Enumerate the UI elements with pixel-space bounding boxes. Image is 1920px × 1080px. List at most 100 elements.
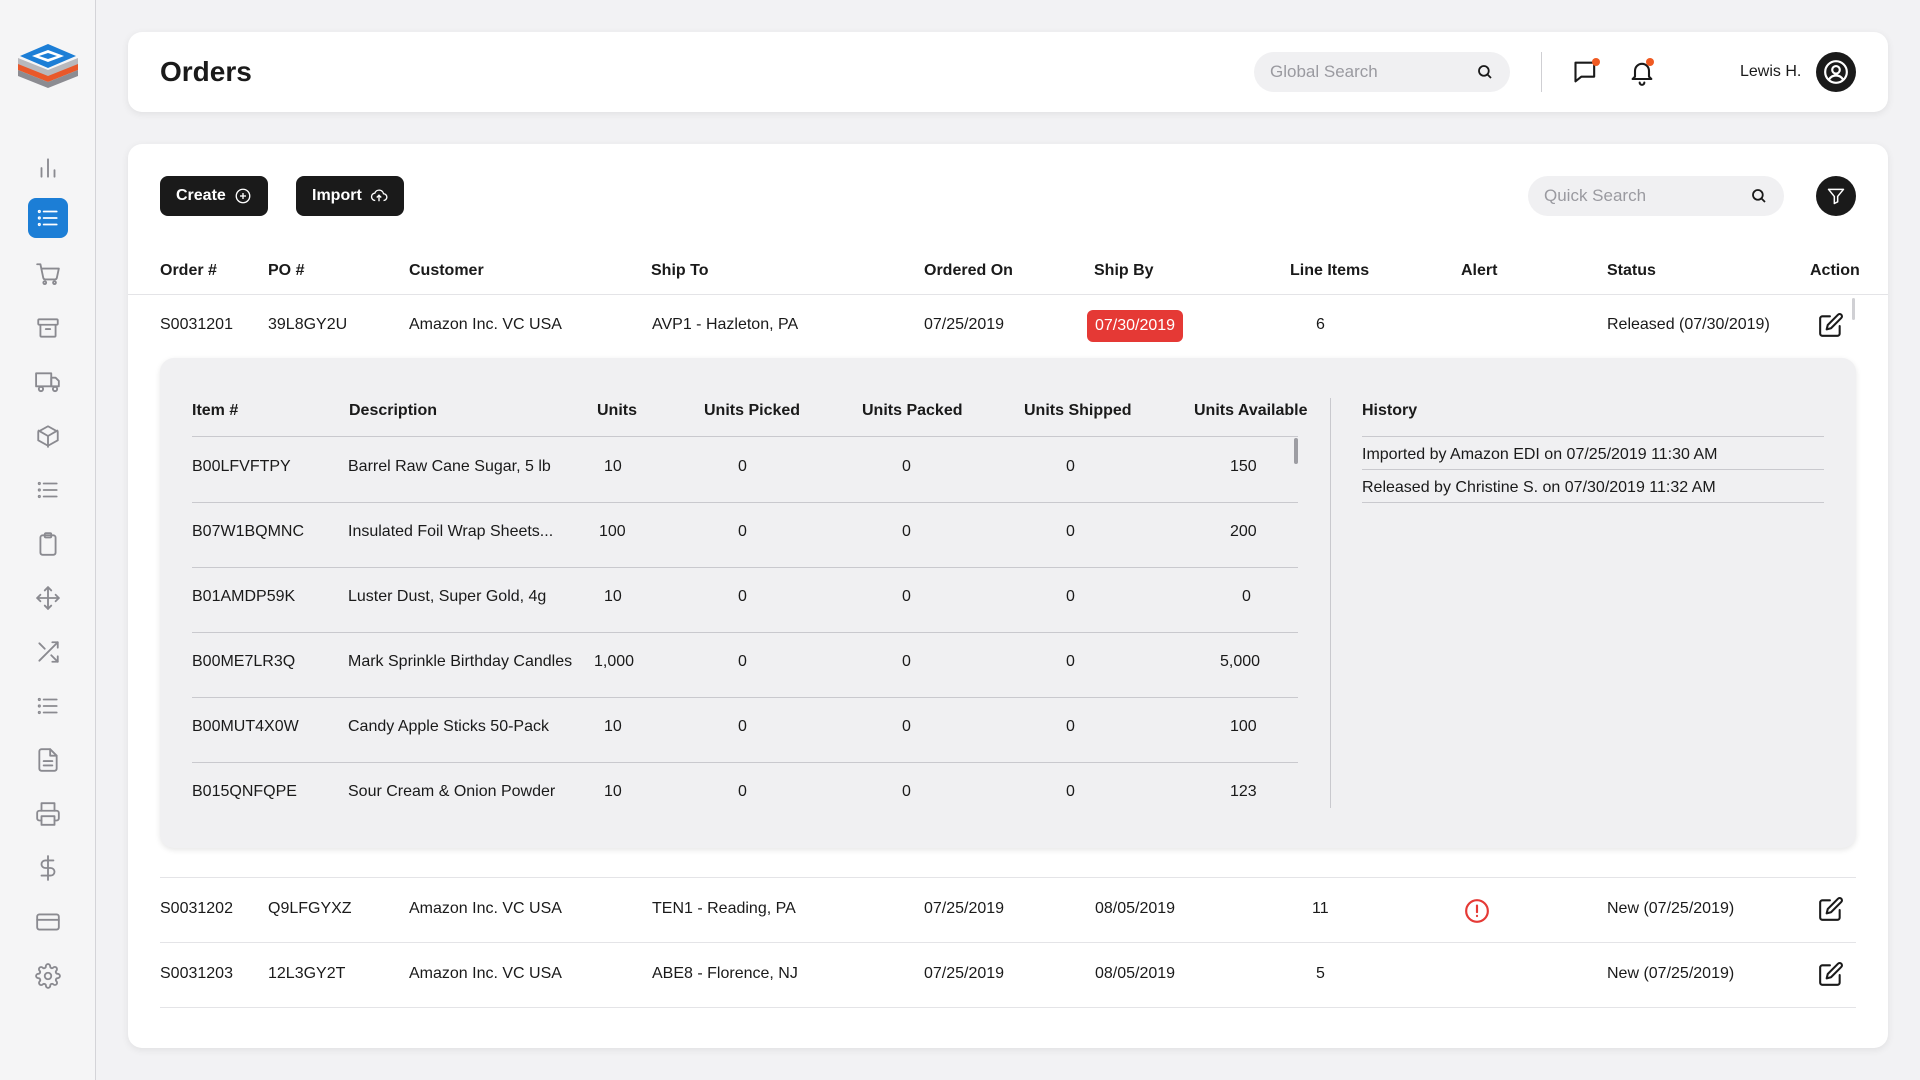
nav-settings[interactable] [28, 956, 68, 996]
nav-shipping[interactable] [28, 362, 68, 402]
nav-billing[interactable] [28, 848, 68, 888]
item-units-shipped: 0 [1066, 588, 1075, 605]
item-number: B00ME7LR3Q [192, 653, 296, 670]
item-number: B00LFVFTPY [192, 458, 291, 475]
nav-archive[interactable] [28, 308, 68, 348]
order-number[interactable]: S0031203 [160, 965, 233, 982]
row-divider [192, 632, 1298, 633]
app-logo[interactable] [14, 40, 82, 96]
messages-button[interactable] [1570, 56, 1602, 88]
nav-reports-list[interactable] [28, 686, 68, 726]
nav-purchasing[interactable] [28, 254, 68, 294]
col-header-po[interactable]: PO # [268, 262, 305, 279]
status-text: Released (07/30/2019) [1607, 316, 1770, 333]
col-header-line-items[interactable]: Line Items [1290, 262, 1370, 279]
notifications-button[interactable] [1626, 56, 1658, 88]
item-units-packed: 0 [902, 783, 911, 800]
edit-order-button[interactable] [1818, 961, 1846, 989]
list-icon [37, 481, 58, 499]
order-number[interactable]: S0031202 [160, 900, 233, 917]
ordered-on-date: 07/25/2019 [924, 900, 1005, 917]
row-divider [192, 762, 1298, 763]
avatar[interactable] [1816, 52, 1856, 92]
box-icon [37, 425, 59, 448]
bell-icon [1631, 62, 1653, 86]
user-name[interactable]: Lewis H. [1740, 63, 1802, 80]
row-divider [160, 877, 1856, 878]
filter-button[interactable] [1816, 176, 1856, 216]
create-button[interactable]: Create [160, 176, 268, 216]
col-header-ship-by[interactable]: Ship By [1094, 262, 1154, 279]
item-units-packed: 0 [902, 588, 911, 605]
edit-order-button[interactable] [1818, 312, 1846, 340]
search-icon[interactable] [1750, 187, 1768, 205]
row-divider [160, 1007, 1856, 1008]
item-units-packed: 0 [902, 718, 911, 735]
order-number[interactable]: S0031201 [160, 316, 233, 333]
item-description: Sour Cream & Onion Powder [348, 783, 556, 800]
nav-lists[interactable] [28, 470, 68, 510]
messages-notification-dot [1592, 58, 1600, 66]
nav-orders[interactable] [28, 198, 68, 238]
table-scrollbar[interactable] [1852, 298, 1855, 320]
detail-scrollbar[interactable] [1294, 438, 1298, 464]
top-header: Orders Lewis H. [128, 32, 1888, 112]
col-header-action: Action [1810, 262, 1860, 279]
chat-icon [1574, 61, 1596, 83]
item-description: Luster Dust, Super Gold, 4g [348, 588, 547, 605]
item-units-shipped: 0 [1066, 458, 1075, 475]
item-description: Insulated Foil Wrap Sheets... [348, 523, 554, 540]
line-items-count: 11 [1312, 900, 1329, 917]
col-header-customer[interactable]: Customer [409, 262, 484, 279]
ordered-on-date: 07/25/2019 [924, 965, 1005, 982]
sidebar [0, 0, 96, 1080]
alert-indicator[interactable] [1464, 898, 1490, 924]
po-number: 12L3GY2T [268, 965, 346, 982]
item-units-packed: 0 [902, 458, 911, 475]
history-divider [1362, 502, 1824, 503]
item-units-available: 150 [1230, 458, 1257, 475]
col-header-status[interactable]: Status [1607, 262, 1656, 279]
nav-transfers[interactable] [28, 632, 68, 672]
order-detail-panel: Item # Description Units Units Picked Un… [160, 358, 1856, 848]
edit-order-button[interactable] [1818, 896, 1846, 924]
nav-dashboard[interactable] [28, 148, 68, 188]
import-button[interactable]: Import [296, 176, 404, 216]
nav-documents[interactable] [28, 740, 68, 780]
import-button-label: Import [312, 187, 362, 204]
item-units-shipped: 0 [1066, 718, 1075, 735]
item-units-available: 0 [1242, 588, 1251, 605]
row-divider [192, 567, 1298, 568]
search-icon[interactable] [1476, 63, 1494, 81]
col-header-ordered-on[interactable]: Ordered On [924, 262, 1013, 279]
customer-name: Amazon Inc. VC USA [409, 900, 562, 917]
document-icon [38, 748, 58, 772]
ship-by-date: 08/05/2019 [1095, 900, 1176, 917]
item-units: 10 [604, 588, 622, 605]
nav-payments[interactable] [28, 902, 68, 942]
nav-moves[interactable] [28, 578, 68, 618]
row-divider [192, 502, 1298, 503]
quick-search-input[interactable] [1544, 186, 1750, 206]
col-header-alert[interactable]: Alert [1461, 262, 1498, 279]
cart-icon [36, 263, 60, 285]
nav-printing[interactable] [28, 794, 68, 834]
global-search-input[interactable] [1270, 62, 1476, 82]
ship-by-overdue-badge: 07/30/2019 [1087, 310, 1184, 342]
col-header-units-shipped: Units Shipped [1024, 402, 1132, 419]
orders-panel: Create Import Order # PO # Customer Ship… [128, 144, 1888, 1048]
item-number: B015QNFQPE [192, 783, 297, 800]
global-search[interactable] [1254, 52, 1510, 92]
filter-icon [1827, 188, 1845, 205]
move-icon [36, 586, 60, 610]
credit-card-icon [36, 913, 60, 931]
ship-to: AVP1 - Hazleton, PA [652, 316, 799, 333]
nav-products[interactable] [28, 416, 68, 456]
nav-tasks[interactable] [28, 524, 68, 564]
col-header-ship-to[interactable]: Ship To [651, 262, 709, 279]
item-units-shipped: 0 [1066, 783, 1075, 800]
item-units-picked: 0 [738, 718, 747, 735]
col-header-order[interactable]: Order # [160, 262, 217, 279]
quick-search[interactable] [1528, 176, 1784, 216]
item-units-picked: 0 [738, 653, 747, 670]
